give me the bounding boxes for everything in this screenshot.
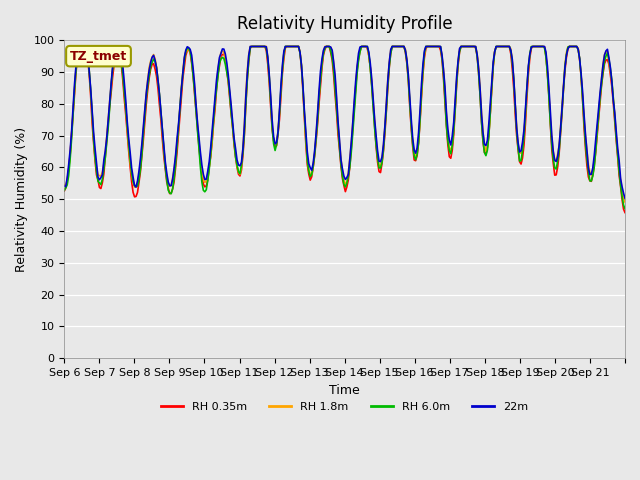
- 22m: [79, 44, 87, 49]
- RH 6.0m: [79, 44, 87, 49]
- Title: Relativity Humidity Profile: Relativity Humidity Profile: [237, 15, 452, 33]
- RH 0.35m: [461, 44, 469, 49]
- RH 6.0m: [621, 206, 629, 212]
- 22m: [97, 175, 105, 180]
- 22m: [461, 44, 469, 49]
- RH 1.8m: [350, 104, 358, 109]
- RH 0.35m: [350, 105, 358, 110]
- RH 0.35m: [618, 197, 626, 203]
- RH 6.0m: [323, 44, 330, 49]
- 22m: [621, 195, 629, 201]
- RH 1.8m: [79, 44, 87, 49]
- RH 1.8m: [97, 173, 105, 179]
- RH 0.35m: [621, 210, 629, 216]
- RH 0.35m: [60, 188, 68, 194]
- RH 6.0m: [97, 181, 105, 187]
- RH 6.0m: [545, 94, 553, 100]
- Line: RH 6.0m: RH 6.0m: [64, 47, 625, 209]
- RH 1.8m: [618, 187, 626, 193]
- RH 0.35m: [99, 180, 106, 186]
- X-axis label: Time: Time: [329, 384, 360, 396]
- RH 0.35m: [545, 92, 553, 98]
- RH 1.8m: [545, 90, 553, 96]
- RH 0.35m: [81, 44, 88, 49]
- RH 6.0m: [60, 188, 68, 193]
- Line: RH 1.8m: RH 1.8m: [64, 47, 625, 202]
- 22m: [618, 184, 626, 190]
- RH 6.0m: [461, 44, 469, 49]
- 22m: [350, 99, 358, 105]
- Line: 22m: 22m: [64, 47, 625, 198]
- 22m: [60, 183, 68, 189]
- RH 1.8m: [461, 44, 469, 49]
- Line: RH 0.35m: RH 0.35m: [64, 47, 625, 213]
- RH 1.8m: [60, 182, 68, 188]
- Legend: RH 0.35m, RH 1.8m, RH 6.0m, 22m: RH 0.35m, RH 1.8m, RH 6.0m, 22m: [156, 397, 533, 416]
- Y-axis label: Relativity Humidity (%): Relativity Humidity (%): [15, 127, 28, 272]
- RH 6.0m: [350, 111, 358, 117]
- RH 0.35m: [77, 44, 84, 49]
- RH 6.0m: [618, 193, 626, 199]
- 22m: [323, 44, 330, 49]
- RH 1.8m: [246, 44, 254, 49]
- Text: TZ_tmet: TZ_tmet: [70, 49, 127, 63]
- RH 1.8m: [621, 199, 629, 205]
- 22m: [545, 84, 553, 90]
